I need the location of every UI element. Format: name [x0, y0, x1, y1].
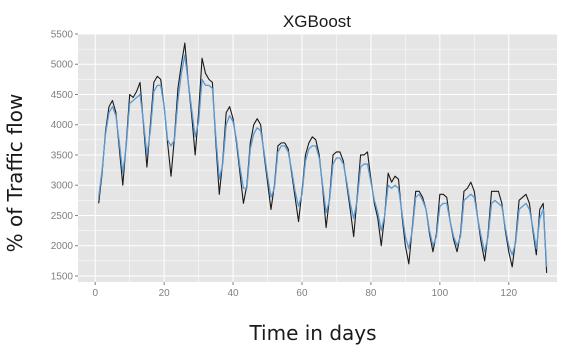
y-tick-label: 3500 — [51, 150, 74, 161]
chart-title: XGBoost — [283, 12, 351, 31]
y-tick-label: 5000 — [51, 60, 74, 71]
plot-panel — [78, 34, 557, 282]
y-tick-label: 3000 — [51, 181, 74, 192]
y-tick-label: 2500 — [51, 211, 74, 222]
y-tick-label: 1500 — [51, 271, 74, 282]
y-tick-label: 4000 — [51, 120, 74, 131]
y-tick-label: 4500 — [51, 90, 74, 101]
y-tick-label: 2000 — [51, 241, 74, 252]
x-tick-label: 40 — [228, 288, 240, 299]
x-tick-label: 0 — [92, 288, 98, 299]
y-axis-label: % of Traffic flow — [3, 94, 27, 253]
x-tick-label: 20 — [159, 288, 171, 299]
x-tick-label: 60 — [296, 288, 308, 299]
x-tick-label: 120 — [500, 288, 517, 299]
y-tick-label: 5500 — [51, 30, 74, 41]
x-axis-label: Time in days — [248, 321, 376, 345]
x-tick-label: 80 — [365, 288, 377, 299]
x-tick-label: 100 — [431, 288, 448, 299]
